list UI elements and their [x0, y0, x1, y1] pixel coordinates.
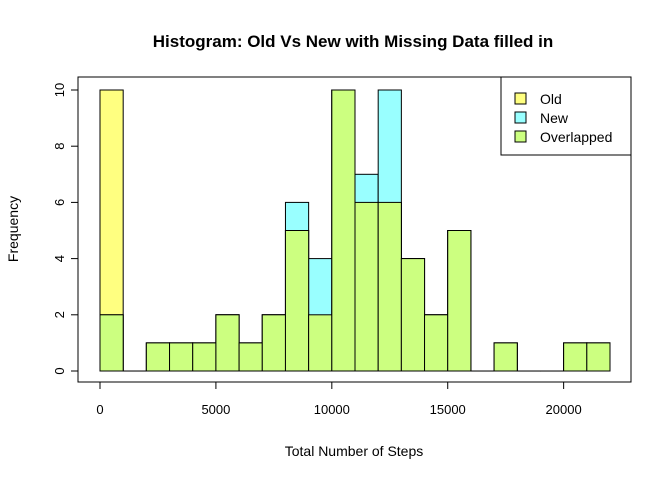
y-tick-label: 6 [52, 199, 67, 206]
y-tick-label: 10 [52, 83, 67, 97]
bar-overlapped-0 [99, 314, 124, 372]
bar-overlapped-10 [331, 89, 356, 372]
bar-overlapped-13 [400, 258, 426, 372]
bars-group [99, 89, 611, 372]
bar-overlapped-4 [192, 342, 217, 372]
y-tick-label: 0 [52, 367, 67, 374]
bar-overlapped-9 [308, 314, 333, 372]
bar-overlapped-5 [215, 314, 240, 372]
bar-overlapped-8 [284, 230, 310, 372]
bar-overlapped-20 [563, 342, 588, 372]
legend-label-overlapped: Overlapped [540, 129, 612, 145]
legend-label-old: Old [540, 91, 562, 107]
x-tick-label: 0 [96, 402, 103, 417]
y-tick-label: 8 [52, 143, 67, 150]
y-tick-label: 4 [52, 255, 67, 262]
y-tick-label: 2 [52, 311, 67, 318]
bar-overlapped-14 [424, 314, 449, 372]
legend-swatch-new [514, 111, 527, 124]
legend-label-new: New [540, 110, 569, 126]
legend-swatch-overlapped [514, 130, 527, 143]
y-axis-label: Frequency [5, 196, 21, 262]
bar-overlapped-6 [238, 342, 263, 372]
x-axis-label: Total Number of Steps [285, 443, 424, 459]
bar-overlapped-17 [493, 342, 518, 372]
bar-overlapped-15 [447, 230, 472, 372]
x-tick-label: 5000 [201, 402, 230, 417]
y-axis: 0 2 4 6 8 10 [52, 83, 79, 375]
x-tick-label: 15000 [430, 402, 466, 417]
bar-overlapped-11 [354, 201, 379, 372]
x-axis: 0 5000 10000 15000 20000 [96, 381, 582, 417]
x-tick-label: 10000 [314, 402, 350, 417]
chart-title: Histogram: Old Vs New with Missing Data … [153, 32, 554, 51]
legend: Old New Overlapped [500, 76, 632, 156]
bar-overlapped-3 [169, 342, 194, 372]
bar-overlapped-2 [145, 342, 171, 372]
bar-overlapped-21 [586, 342, 611, 372]
bar-overlapped-7 [261, 314, 286, 372]
bar-overlapped-12 [377, 201, 402, 372]
x-tick-label: 20000 [546, 402, 582, 417]
legend-swatch-old [514, 92, 527, 105]
